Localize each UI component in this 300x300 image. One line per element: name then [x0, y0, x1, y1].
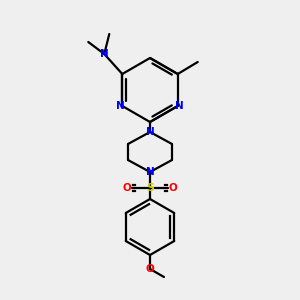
Text: O: O [123, 183, 131, 193]
Text: O: O [169, 183, 177, 193]
Text: N: N [100, 49, 109, 59]
Text: O: O [146, 264, 154, 274]
Text: N: N [175, 101, 184, 111]
Text: N: N [116, 101, 125, 111]
Text: N: N [146, 167, 154, 177]
Text: S: S [146, 183, 154, 193]
Text: N: N [146, 127, 154, 137]
